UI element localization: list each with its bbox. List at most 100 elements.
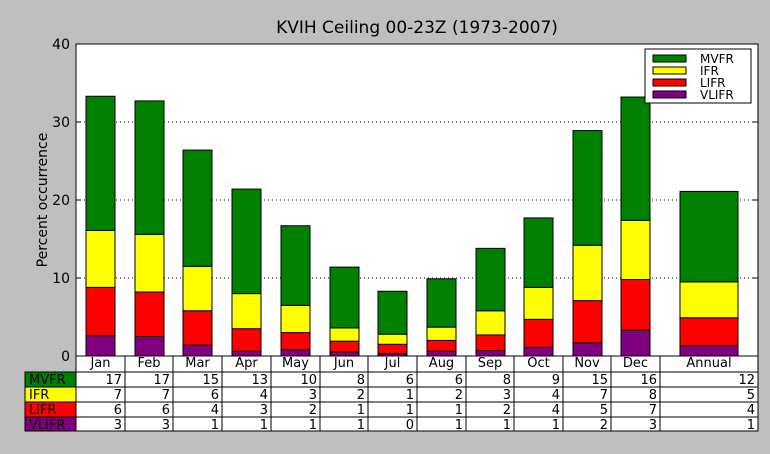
table-header-label: May: [282, 356, 309, 371]
bar-mvfr-jul: [377, 290, 408, 335]
table-cell-value: 6: [114, 403, 122, 418]
bar-mvfr-aug: [426, 278, 457, 328]
legend-swatch-lifr: [652, 78, 687, 87]
bar-ifr-jan: [85, 229, 116, 288]
bar-vlifr-nov: [572, 342, 603, 357]
table-cell-value: 4: [747, 403, 755, 418]
legend-swatch-vlifr: [652, 90, 687, 99]
y-tick-label: 40: [52, 37, 70, 53]
table-cell-value: 8: [357, 373, 365, 388]
bar-lifr-mar: [182, 310, 213, 346]
legend-label-ifr: IFR: [700, 64, 719, 78]
bar-lifr-dec: [620, 279, 651, 331]
table-cell-value: 7: [649, 403, 657, 418]
table-cell: [659, 416, 759, 432]
table-header-label: Mar: [185, 356, 210, 371]
bar-ifr-oct: [523, 286, 554, 320]
bar-ifr-sep: [475, 310, 506, 336]
bar-mvfr-jun: [329, 266, 360, 329]
bar-lifr-apr: [231, 328, 262, 352]
table-cell-value: 2: [309, 403, 317, 418]
bar-mvfr-oct: [523, 217, 554, 288]
table-cell-value: 1: [503, 418, 511, 433]
table-cell: [659, 401, 759, 418]
table-cell-value: 12: [738, 373, 755, 388]
bar-ifr-apr: [231, 293, 262, 330]
bar-vlifr-oct: [523, 346, 554, 357]
bar-mvfr-annual: [679, 190, 739, 283]
table-cell-value: 7: [162, 388, 170, 403]
legend-swatch-mvfr: [652, 54, 687, 63]
bars: [85, 95, 739, 357]
bar-mvfr-apr: [231, 188, 262, 295]
table-cell-value: 1: [211, 418, 219, 433]
table-header-label: Jul: [384, 356, 401, 371]
legend-label-vlifr: VLIFR: [700, 88, 734, 102]
bar-ifr-nov: [572, 244, 603, 302]
table-cell-value: 1: [455, 418, 463, 433]
y-axis-label: Percent occurrence: [35, 133, 51, 268]
table-cell-value: 7: [114, 388, 122, 403]
table-row-label: MVFR: [29, 373, 66, 388]
table-cell-value: 1: [357, 403, 365, 418]
bar-lifr-may: [280, 332, 311, 351]
table-header-label: Oct: [527, 356, 549, 371]
table-cell-value: 15: [202, 373, 219, 388]
table-cell-value: 13: [251, 373, 268, 388]
table-cell-value: 6: [455, 373, 463, 388]
table-cell-value: 1: [747, 418, 755, 433]
table-cell-value: 6: [211, 388, 219, 403]
bar-mvfr-feb: [134, 100, 165, 235]
table-header-label: Dec: [623, 356, 648, 371]
legend-swatch-ifr: [652, 66, 687, 75]
bar-ifr-mar: [182, 265, 213, 312]
table-cell-value: 3: [260, 403, 268, 418]
legend-label-mvfr: MVFR: [700, 52, 734, 66]
table-header-label: Annual: [686, 356, 731, 371]
bar-ifr-jun: [329, 327, 360, 342]
y-tick-label: 10: [52, 271, 70, 287]
bar-lifr-aug: [426, 339, 457, 352]
bar-mvfr-mar: [182, 149, 213, 267]
table-cell-value: 1: [260, 418, 268, 433]
legend-label-lifr: LIFR: [700, 76, 725, 90]
table-cell-value: 4: [211, 403, 219, 418]
table-cell: [659, 386, 759, 403]
table-cell-value: 16: [640, 373, 657, 388]
data-table: Jan Feb Mar Apr May Jun Jul Aug Sep Oct Nov Dec Annu…: [24, 355, 759, 433]
bar-vlifr-annual: [679, 345, 739, 357]
table-cell-value: 2: [455, 388, 463, 403]
table-cell-value: 4: [260, 388, 268, 403]
chart-title: KVIH Ceiling 00-23Z (1973-2007): [276, 18, 558, 38]
table-cell-value: 6: [162, 403, 170, 418]
bar-mvfr-sep: [475, 247, 506, 312]
table-row-label: VLIFR: [29, 418, 65, 433]
table-cell-value: 17: [105, 373, 122, 388]
table-header-label: Jun: [333, 356, 354, 371]
bar-ifr-dec: [620, 219, 651, 281]
bar-ifr-jul: [377, 333, 408, 345]
table-cell-value: 3: [162, 418, 170, 433]
bar-mvfr-dec: [620, 96, 651, 221]
table-cell-value: 8: [649, 388, 657, 403]
table-cell-value: 1: [455, 403, 463, 418]
table-header-label: Sep: [478, 356, 503, 371]
table-cell-value: 4: [552, 403, 560, 418]
table-cell-value: 3: [309, 388, 317, 403]
y-axis-ticks: 0 10 20 30 40: [52, 37, 758, 365]
bar-lifr-oct: [523, 318, 554, 348]
bar-lifr-annual: [679, 317, 739, 347]
bar-ifr-feb: [134, 233, 165, 293]
table-header-label: Feb: [137, 356, 160, 371]
table-cell-value: 3: [114, 418, 122, 433]
bar-vlifr-feb: [134, 336, 165, 357]
table-header-label: Apr: [235, 356, 258, 371]
table-cell-value: 2: [600, 418, 608, 433]
bar-ifr-annual: [679, 281, 739, 319]
bar-mvfr-nov: [572, 130, 603, 246]
bar-lifr-jul: [377, 343, 408, 355]
table-cell-value: 5: [600, 403, 608, 418]
table-cell-value: 0: [406, 418, 414, 433]
table-cell-value: 3: [503, 388, 511, 403]
